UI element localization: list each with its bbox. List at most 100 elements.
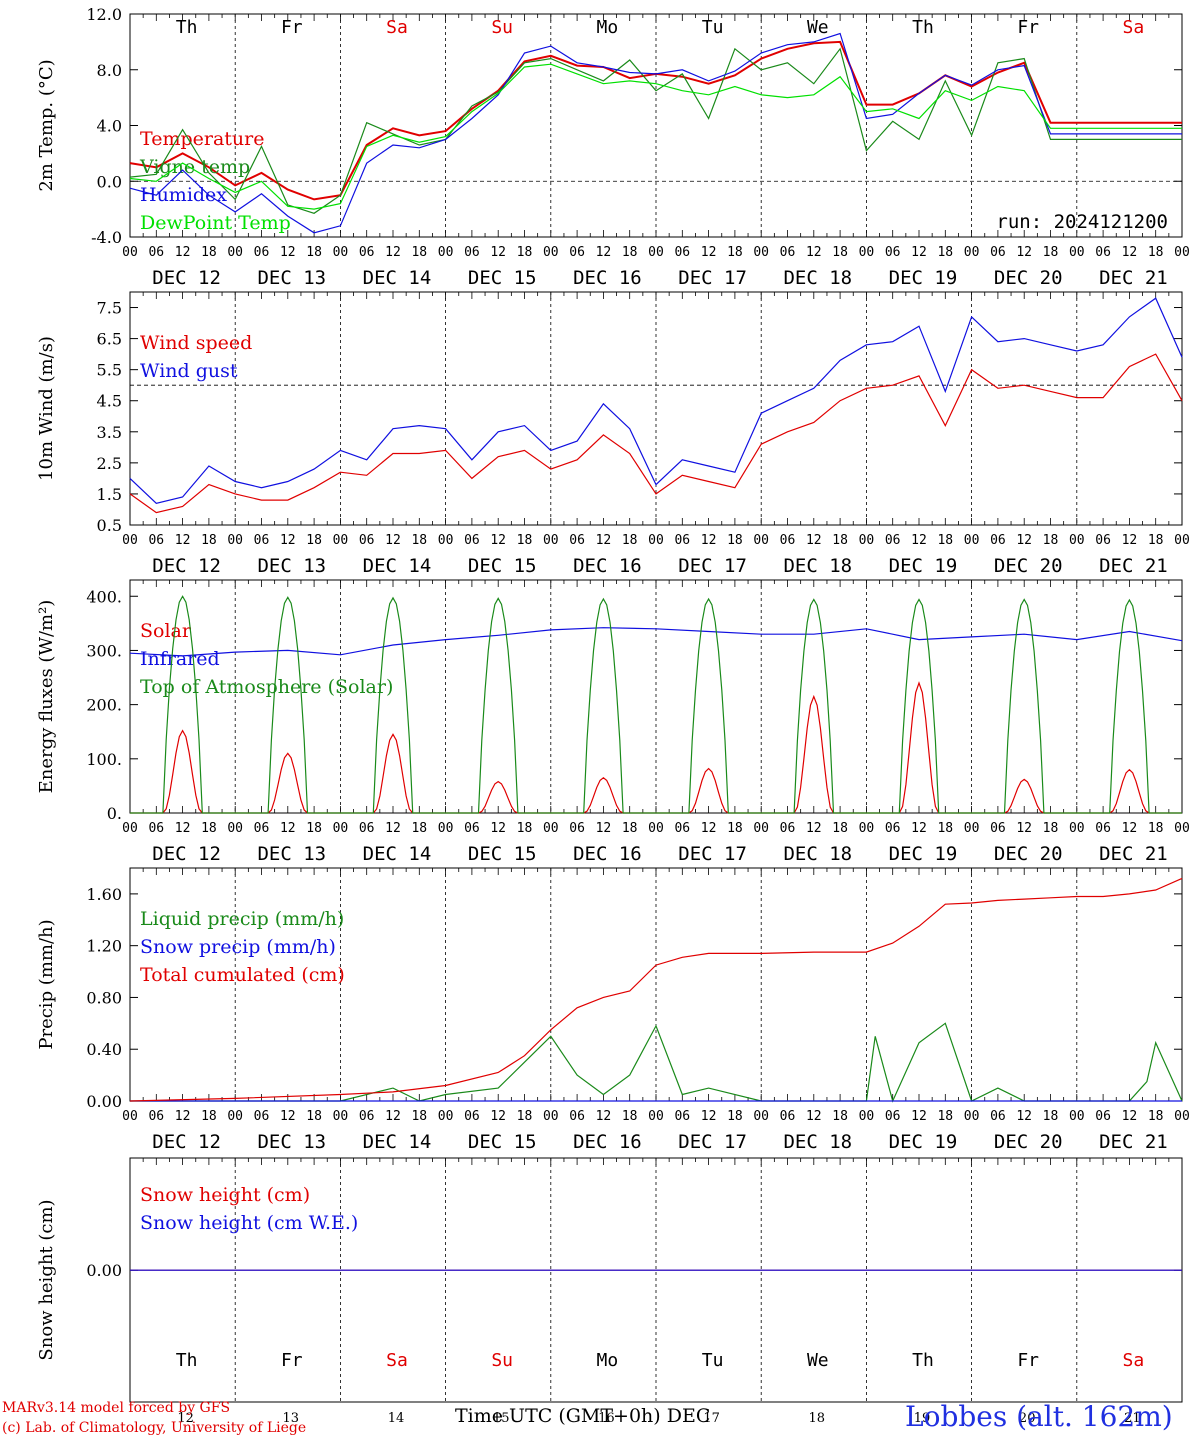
y-tick-label: 0.40 [86,1040,122,1059]
hour-tick-label: 06 [990,245,1006,260]
hour-tick-label: 00 [964,1109,980,1124]
hour-tick-label: 12 [385,533,401,548]
hour-tick-label: 06 [674,821,690,836]
date-label: DEC 13 [257,267,326,289]
hour-tick-label: 06 [464,245,480,260]
hour-tick-label: 12 [806,533,822,548]
hour-tick-label: 00 [438,821,454,836]
hour-tick-label: 06 [254,1109,270,1124]
series-line-vigne-temp [129,47,1182,214]
date-label: DEC 12 [152,1131,221,1153]
hour-tick-label: 18 [306,533,322,548]
weekday-label: Su [491,17,513,38]
y-tick-label: 2.5 [97,454,122,473]
hour-tick-label: 18 [201,821,217,836]
day-number-label: 14 [388,1411,405,1426]
weekday-label: Tu [702,1350,724,1371]
y-tick-label: 8.0 [97,61,122,80]
date-label: DEC 14 [363,1131,432,1153]
hour-tick-label: 00 [859,821,875,836]
hour-tick-label: 06 [254,245,270,260]
hour-tick-label: 06 [1095,821,1111,836]
hour-tick-label: 06 [674,1109,690,1124]
hour-tick-label: 12 [596,1109,612,1124]
hour-tick-label: 00 [122,1109,138,1124]
date-label: DEC 18 [783,1131,852,1153]
hour-tick-label: 00 [859,533,875,548]
hour-tick-label: 00 [333,245,349,260]
y-tick-label: 4.0 [97,117,122,136]
x-axis-unit: DEC [666,1405,711,1427]
hour-tick-label: 00 [859,245,875,260]
hour-tick-label: 12 [280,821,296,836]
date-label: DEC 20 [994,1131,1063,1153]
hour-tick-label: 12 [175,821,191,836]
hour-tick-label: 12 [1122,821,1138,836]
date-label: DEC 16 [573,267,642,289]
hour-tick-label: 00 [964,533,980,548]
date-label: DEC 15 [468,267,537,289]
hour-tick-label: 06 [780,245,796,260]
date-label: DEC 21 [1099,1131,1168,1153]
hour-tick-label: 18 [306,1109,322,1124]
hour-tick-label: 12 [280,245,296,260]
legend-entry: Total cumulated (cm) [140,964,345,986]
date-label: DEC 13 [257,843,326,865]
hour-tick-label: 18 [517,1109,533,1124]
hour-tick-label: 06 [359,1109,375,1124]
hour-tick-label: 12 [911,821,927,836]
hour-tick-label: 00 [753,533,769,548]
hour-tick-label: 18 [517,533,533,548]
date-label: DEC 19 [889,267,958,289]
hour-tick-label: 00 [543,245,559,260]
date-label: DEC 15 [468,843,537,865]
weekday-label: Th [176,1350,198,1371]
hour-tick-label: 18 [622,821,638,836]
hour-tick-label: 00 [648,821,664,836]
legend-entry: Solar [140,620,192,642]
hour-tick-label: 06 [359,533,375,548]
hour-tick-label: 12 [490,821,506,836]
hour-tick-label: 06 [780,821,796,836]
y-tick-label: 400. [86,587,122,606]
weekday-label: Su [491,1350,513,1371]
weekday-label: Sa [1123,17,1145,38]
hour-tick-label: 12 [175,245,191,260]
hour-tick-label: 18 [727,245,743,260]
legend-entry: Wind speed [140,332,252,354]
hour-tick-label: 06 [569,1109,585,1124]
model-credit: MARv3.14 model forced by GFS [2,1400,231,1416]
date-label: DEC 17 [678,1131,747,1153]
date-label: DEC 12 [152,843,221,865]
hour-tick-label: 00 [543,1109,559,1124]
y-axis-label: 2m Temp. (°C) [36,59,57,191]
date-label: DEC 21 [1099,843,1168,865]
day-number-label: 20 [1019,1411,1036,1426]
hour-tick-label: 06 [885,821,901,836]
date-label: DEC 12 [152,267,221,289]
hour-tick-label: 18 [411,821,427,836]
hour-tick-label: 00 [333,533,349,548]
hour-tick-label: 12 [701,245,717,260]
hour-tick-label: 12 [1016,245,1032,260]
y-tick-label: 300. [86,641,122,660]
hour-tick-label: 18 [1148,821,1164,836]
date-label: DEC 20 [994,843,1063,865]
legend-entry: Snow height (cm) [140,1184,310,1206]
hour-tick-label: 18 [937,245,953,260]
hour-tick-label: 00 [1069,533,1085,548]
hour-tick-label: 06 [674,533,690,548]
hour-tick-label: 06 [569,245,585,260]
y-tick-label: 4.5 [97,392,122,411]
y-tick-label: 100. [86,750,122,769]
weekday-label: Sa [1123,1350,1145,1371]
y-axis-label: Snow height (cm) [36,1199,57,1360]
hour-tick-label: 12 [596,821,612,836]
hour-tick-label: 18 [622,245,638,260]
hour-tick-label: 00 [1174,245,1190,260]
weekday-label: We [807,17,829,38]
hour-tick-label: 18 [622,1109,638,1124]
hour-tick-label: 12 [701,533,717,548]
y-tick-label: 3.5 [97,423,122,442]
weekday-label: Th [176,17,198,38]
